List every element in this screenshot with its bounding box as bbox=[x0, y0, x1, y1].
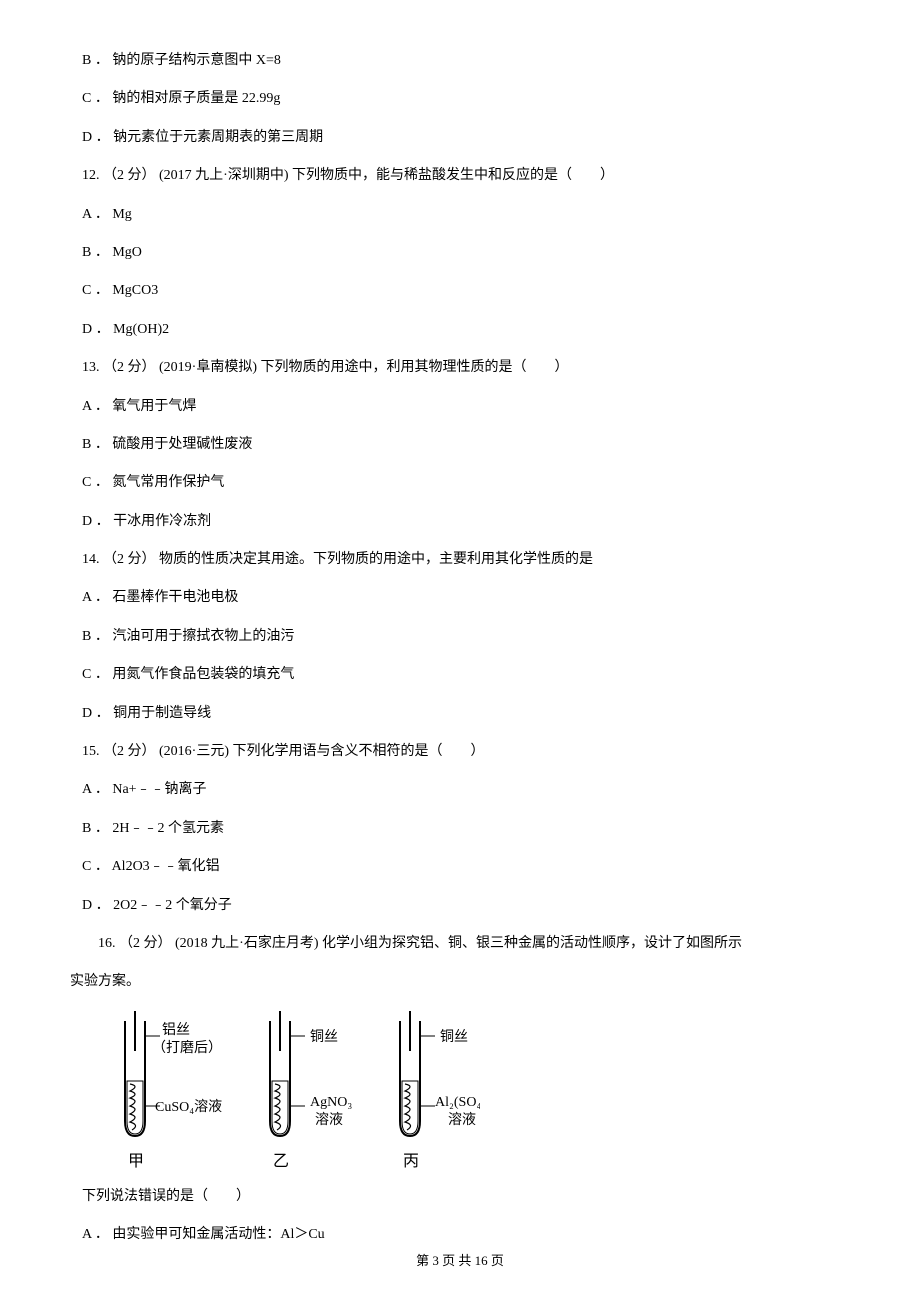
tube-2-icon bbox=[270, 1011, 305, 1136]
tube1-label2: CuSO₄溶液 bbox=[155, 1099, 222, 1115]
q13-option-b: B ． 硫酸用于处理碱性废液 bbox=[70, 434, 850, 456]
tube1-label1: 铝丝 bbox=[162, 1022, 190, 1038]
q13-option-d: D ． 干冰用作冷冻剂 bbox=[70, 511, 850, 533]
page-footer: 第 3 页 共 16 页 bbox=[0, 1251, 920, 1272]
tube1-bottom: 甲 bbox=[128, 1153, 144, 1170]
tube1-label1b: （打磨后） bbox=[152, 1039, 222, 1056]
q12-option-b: B ． MgO bbox=[70, 242, 850, 264]
tube3-label2a: Al₂(SO₄)₃ bbox=[435, 1095, 480, 1110]
q11-option-d: D ． 钠元素位于元素周期表的第三周期 bbox=[70, 127, 850, 149]
tube3-label2b: 溶液 bbox=[448, 1112, 476, 1128]
tube3-label1: 铜丝 bbox=[440, 1029, 468, 1045]
tube2-bottom: 乙 bbox=[273, 1153, 289, 1170]
q14-option-d: D ． 铜用于制造导线 bbox=[70, 703, 850, 725]
q13-head: 13. （2 分） (2019·阜南模拟) 下列物质的用途中，利用其物理性质的是… bbox=[70, 357, 850, 379]
q13-option-a: A ． 氧气用于气焊 bbox=[70, 396, 850, 418]
tube2-label1: 铜丝 bbox=[310, 1029, 338, 1045]
tube-1-icon bbox=[125, 1011, 160, 1136]
q13-option-c: C ． 氮气常用作保护气 bbox=[70, 472, 850, 494]
q14-option-a: A ． 石墨棒作干电池电极 bbox=[70, 587, 850, 609]
q14-option-c: C ． 用氮气作食品包装袋的填充气 bbox=[70, 664, 850, 686]
tube-3-icon bbox=[400, 1011, 435, 1136]
tube3-bottom: 丙 bbox=[403, 1153, 419, 1170]
tube2-label2b: 溶液 bbox=[315, 1112, 343, 1128]
q15-option-d: D ． 2O2﹣﹣2 个氧分子 bbox=[70, 895, 850, 917]
q12-option-c: C ． MgCO3 bbox=[70, 280, 850, 302]
q14-head: 14. （2 分） 物质的性质决定其用途。下列物质的用途中，主要利用其化学性质的… bbox=[70, 549, 850, 571]
q16-head2: 实验方案。 bbox=[70, 971, 850, 993]
q16-option-a: A ． 由实验甲可知金属活动性：Al＞Cu bbox=[70, 1224, 850, 1246]
q16-follow: 下列说法错误的是（ ） bbox=[70, 1186, 850, 1208]
experiment-diagram: 铝丝 （打磨后） CuSO₄溶液 甲 铜丝 AgNO₃ 溶液 乙 铜丝 Al₂(… bbox=[100, 1006, 850, 1176]
q16-head: 16. （2 分） (2018 九上·石家庄月考) 化学小组为探究铝、铜、银三种… bbox=[70, 933, 850, 955]
q15-head: 15. （2 分） (2016·三元) 下列化学用语与含义不相符的是（ ） bbox=[70, 741, 850, 763]
q15-option-b: B ． 2H﹣﹣2 个氢元素 bbox=[70, 818, 850, 840]
q15-option-a: A ． Na+﹣﹣钠离子 bbox=[70, 779, 850, 801]
q12-option-a: A ． Mg bbox=[70, 204, 850, 226]
q11-option-c: C ． 钠的相对原子质量是 22.99g bbox=[70, 88, 850, 110]
q14-option-b: B ． 汽油可用于擦拭衣物上的油污 bbox=[70, 626, 850, 648]
q15-option-c: C ． Al2O3﹣﹣氧化铝 bbox=[70, 856, 850, 878]
q12-head: 12. （2 分） (2017 九上·深圳期中) 下列物质中，能与稀盐酸发生中和… bbox=[70, 165, 850, 187]
q12-option-d: D ． Mg(OH)2 bbox=[70, 319, 850, 341]
q11-option-b: B ． 钠的原子结构示意图中 X=8 bbox=[70, 50, 850, 72]
tube2-label2a: AgNO₃ bbox=[310, 1095, 352, 1110]
